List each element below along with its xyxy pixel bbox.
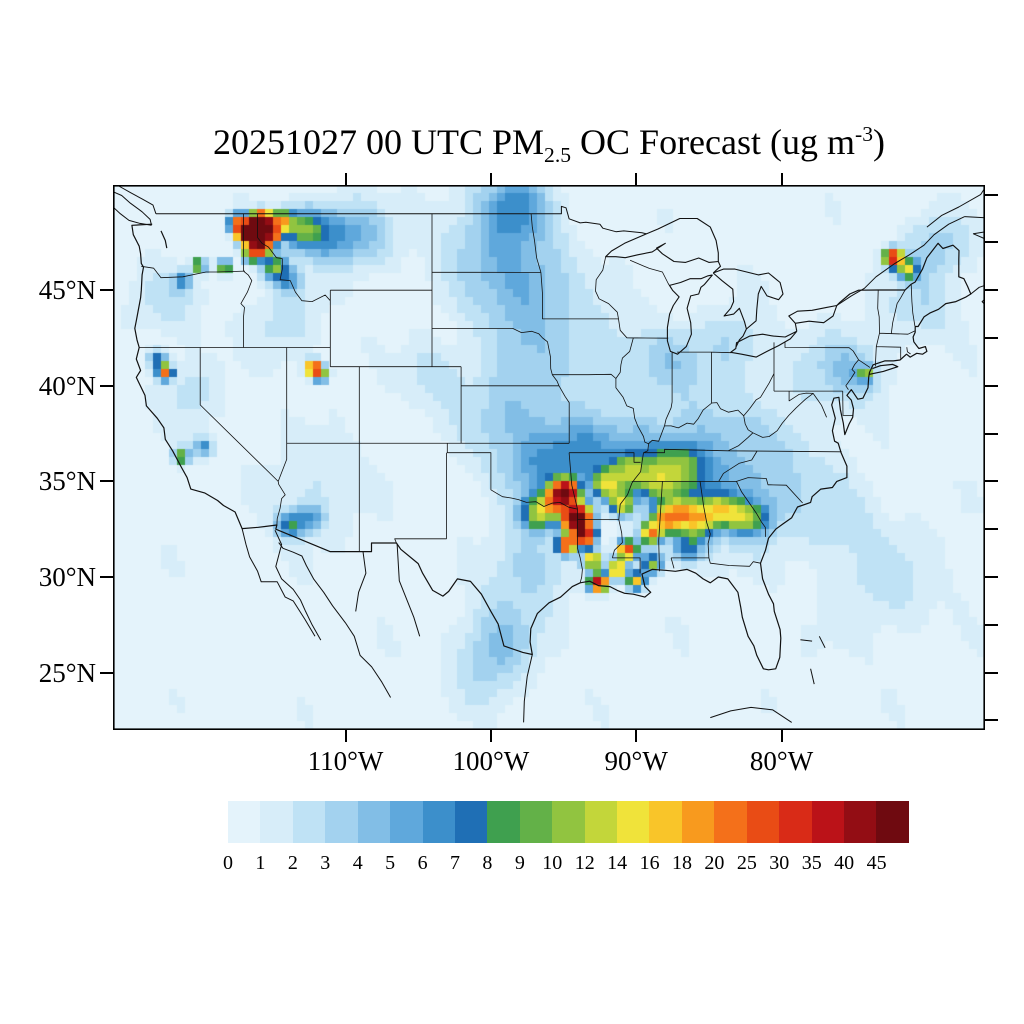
title-subscript: 2.5 bbox=[544, 143, 572, 168]
lat-tick-left bbox=[100, 384, 113, 387]
colorbar-tick-label: 18 bbox=[672, 852, 692, 874]
colorbar-tick-label: 1 bbox=[255, 852, 266, 874]
title-prefix: 20251027 00 UTC PM bbox=[213, 122, 545, 162]
colorbar-cell bbox=[584, 801, 618, 843]
lon-tick-top bbox=[635, 173, 638, 185]
colorbar-cell bbox=[649, 801, 682, 843]
title-suffix: ) bbox=[873, 122, 885, 162]
international-coastlines bbox=[113, 185, 985, 723]
colorbar-tick-label: 35 bbox=[801, 852, 822, 874]
colorbar-cell bbox=[454, 801, 488, 843]
lon-tick-label: 110°W bbox=[307, 746, 384, 776]
lon-tick-bottom bbox=[780, 730, 783, 742]
lat-tick-right bbox=[985, 336, 998, 339]
colorbar-tick-label: 10 bbox=[542, 852, 563, 874]
basemap-borders bbox=[113, 185, 985, 730]
lat-tick-right bbox=[985, 432, 998, 435]
colorbar-cell bbox=[357, 801, 391, 843]
colorbar-tick-label: 9 bbox=[514, 852, 525, 874]
lon-tick-bottom bbox=[344, 730, 347, 742]
lat-tick-left bbox=[100, 576, 113, 579]
colorbar-tick-label: 40 bbox=[834, 852, 855, 874]
colorbar-cell bbox=[260, 801, 293, 843]
colorbar-cell bbox=[519, 801, 553, 843]
lat-tick-right bbox=[985, 719, 998, 722]
lat-tick-label: 30°N bbox=[38, 562, 96, 593]
lat-tick-label: 25°N bbox=[38, 657, 96, 688]
lat-tick-right bbox=[985, 528, 998, 531]
lat-tick-right bbox=[985, 384, 998, 387]
colorbar-tick-label: 2 bbox=[287, 852, 298, 874]
colorbar-tick-label: 3 bbox=[320, 852, 331, 874]
colorbar-cell bbox=[876, 801, 909, 843]
colorbar-cell bbox=[779, 801, 812, 843]
colorbar-tick-label: 5 bbox=[385, 852, 396, 874]
colorbar-tick-label: 12 bbox=[574, 852, 595, 874]
concentration-field bbox=[113, 185, 985, 730]
colorbar-tick-label: 0 bbox=[223, 852, 233, 874]
colorbar-cell bbox=[844, 801, 877, 843]
lat-tick-left bbox=[100, 480, 113, 483]
lat-tick-right bbox=[985, 241, 998, 244]
colorbar-tick-label: 14 bbox=[607, 852, 628, 874]
colorbar-cell bbox=[390, 801, 423, 843]
colorbar-cell bbox=[487, 801, 520, 843]
colorbar-tick-label: 30 bbox=[769, 852, 790, 874]
lon-tick-label: 100°W bbox=[452, 746, 530, 776]
colorbar-cell bbox=[811, 801, 845, 843]
lon-tick-bottom bbox=[635, 730, 638, 742]
title-superscript: -3 bbox=[855, 122, 873, 146]
lon-tick-top bbox=[344, 173, 347, 185]
lat-tick-right bbox=[985, 193, 998, 196]
title-middle: OC Forecast (ug m bbox=[571, 122, 855, 162]
colorbar-tick-label: 20 bbox=[704, 852, 725, 874]
colorbar-cell bbox=[617, 801, 650, 843]
colorbar-tick-label: 6 bbox=[417, 852, 428, 874]
colorbar-tick-label: 45 bbox=[866, 852, 887, 874]
state-borders bbox=[139, 213, 916, 583]
us-coastline bbox=[131, 223, 972, 671]
colorbar-cell bbox=[681, 801, 715, 843]
lon-tick-top bbox=[780, 173, 783, 185]
great-lakes bbox=[605, 217, 838, 358]
lat-tick-left bbox=[100, 671, 113, 674]
plot-title: 20251027 00 UTC PM2.5 OC Forecast (ug m-… bbox=[113, 121, 985, 168]
lat-tick-left bbox=[100, 289, 113, 292]
colorbar-tick-label: 7 bbox=[450, 852, 460, 874]
lat-tick-label: 40°N bbox=[38, 370, 96, 401]
map-panel bbox=[113, 185, 985, 730]
colorbar-tick-label: 16 bbox=[639, 852, 660, 874]
lat-tick-right bbox=[985, 576, 998, 579]
lat-tick-right bbox=[985, 289, 998, 292]
colorbar-cell bbox=[746, 801, 780, 843]
colorbar-cell bbox=[228, 801, 261, 843]
lon-tick-label: 80°W bbox=[749, 746, 814, 776]
map-frame bbox=[113, 185, 985, 730]
colorbar-tick-label: 4 bbox=[352, 852, 363, 874]
colorbar-cell bbox=[325, 801, 358, 843]
lon-tick-top bbox=[489, 173, 492, 185]
colorbar-cell bbox=[714, 801, 747, 843]
lon-tick-bottom bbox=[489, 730, 492, 742]
lat-tick-right bbox=[985, 671, 998, 674]
colorbar bbox=[228, 801, 909, 843]
lat-tick-label: 35°N bbox=[38, 466, 96, 497]
lat-tick-label: 45°N bbox=[38, 275, 96, 306]
colorbar-cell bbox=[422, 801, 455, 843]
lat-tick-right bbox=[985, 623, 998, 626]
lon-tick-label: 90°W bbox=[604, 746, 668, 776]
lat-tick-right bbox=[985, 480, 998, 483]
colorbar-tick-label: 25 bbox=[736, 852, 757, 874]
colorbar-cell bbox=[552, 801, 585, 843]
colorbar-cell bbox=[292, 801, 326, 843]
colorbar-tick-label: 8 bbox=[482, 852, 493, 874]
